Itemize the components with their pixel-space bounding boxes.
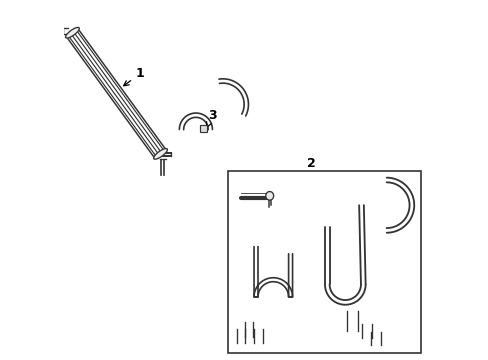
Ellipse shape xyxy=(244,334,253,339)
Text: 1: 1 xyxy=(123,67,144,86)
Text: 3: 3 xyxy=(206,109,216,127)
Bar xyxy=(228,171,420,353)
Ellipse shape xyxy=(362,336,371,341)
Ellipse shape xyxy=(265,192,273,200)
Ellipse shape xyxy=(65,27,79,38)
Ellipse shape xyxy=(253,341,262,345)
Ellipse shape xyxy=(236,341,244,345)
Ellipse shape xyxy=(346,329,357,334)
Bar xyxy=(200,125,206,132)
Text: 2: 2 xyxy=(306,157,315,170)
Ellipse shape xyxy=(153,149,167,159)
Ellipse shape xyxy=(370,343,380,347)
